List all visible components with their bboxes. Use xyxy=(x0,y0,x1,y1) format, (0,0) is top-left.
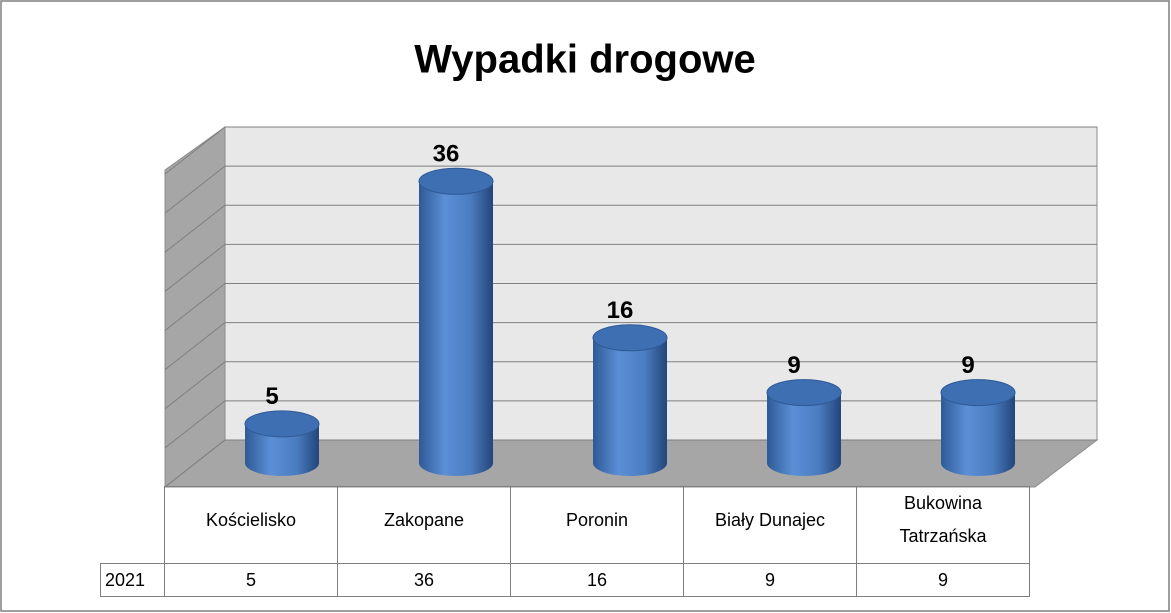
bar-top xyxy=(244,410,320,438)
data-label: 16 xyxy=(607,297,634,324)
bar xyxy=(766,379,842,476)
grid-line xyxy=(164,283,1097,331)
table-value: 9 xyxy=(856,563,1030,597)
bar-body xyxy=(419,181,493,477)
series-name: 2021 xyxy=(100,563,165,597)
table-value: 5 xyxy=(164,563,338,597)
category-label: Bukowina Tatrzańska xyxy=(856,486,1030,564)
grid-line xyxy=(164,361,1097,410)
bar-top xyxy=(592,324,668,352)
grid-line xyxy=(164,204,1097,253)
bar-top xyxy=(940,379,1016,407)
grid-line xyxy=(164,165,1097,214)
category-label: Poronin xyxy=(510,486,684,564)
bar xyxy=(418,167,494,477)
bar xyxy=(940,379,1016,476)
bar-top xyxy=(418,167,494,195)
table-value: 9 xyxy=(683,563,857,597)
bar xyxy=(592,324,668,476)
data-table: Kościelisko Zakopane Poronin Biały Dunajec B… xyxy=(100,486,1030,597)
category-label: Kościelisko xyxy=(164,486,338,564)
bar-top xyxy=(766,379,842,407)
category-label: Biały Dunajec xyxy=(683,486,857,564)
bar-body xyxy=(593,337,667,476)
grid-line xyxy=(164,243,1097,292)
data-label: 9 xyxy=(787,352,800,379)
bar-body xyxy=(767,392,841,476)
category-label: Zakopane xyxy=(337,486,511,564)
grid-line xyxy=(164,322,1097,371)
bar xyxy=(244,410,320,476)
data-label: 36 xyxy=(433,141,460,168)
bar-body xyxy=(941,392,1015,476)
grid-line xyxy=(164,126,1097,175)
data-label: 5 xyxy=(265,383,278,410)
table-value: 36 xyxy=(337,563,511,597)
table-value: 16 xyxy=(510,563,684,597)
data-label: 9 xyxy=(961,352,974,379)
chart-title: Wypadki drogowe xyxy=(414,38,756,82)
bar-body xyxy=(245,423,319,476)
